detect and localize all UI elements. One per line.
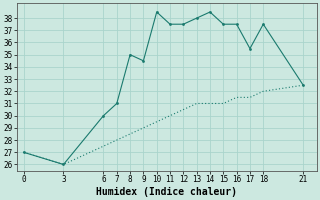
X-axis label: Humidex (Indice chaleur): Humidex (Indice chaleur) xyxy=(96,186,237,197)
